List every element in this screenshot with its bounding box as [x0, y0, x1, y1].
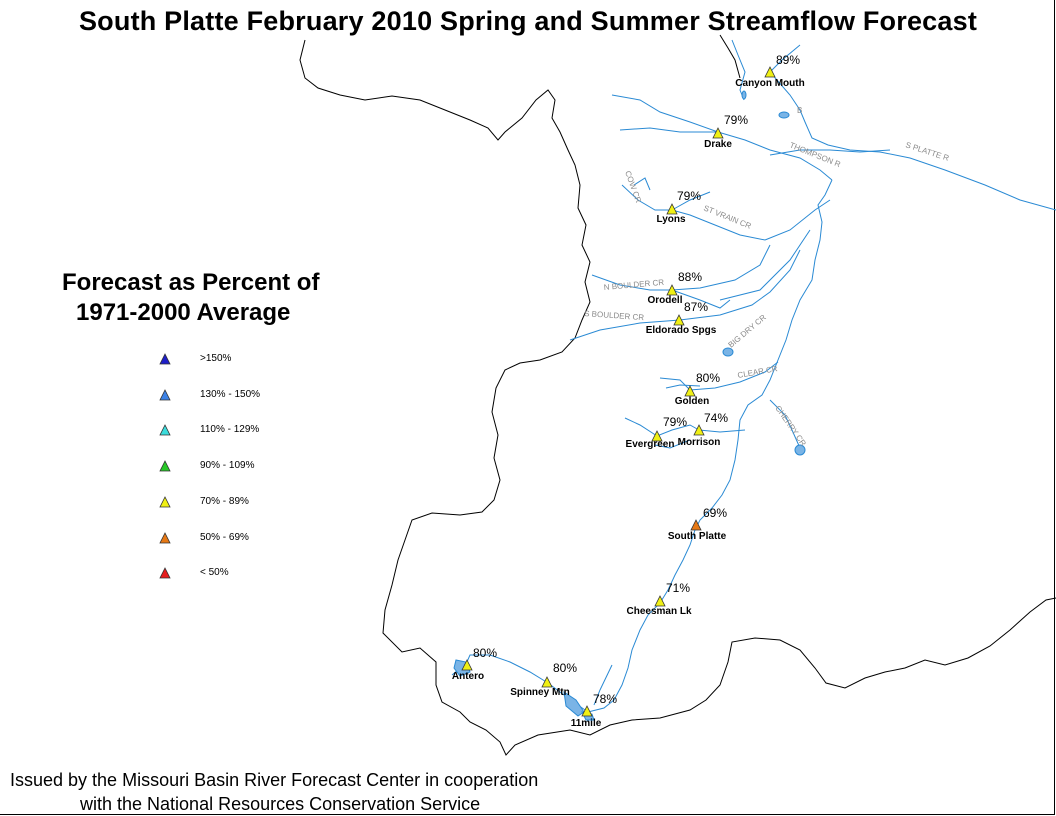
station-name: Antero [452, 671, 484, 682]
station-percent: 89% [776, 53, 800, 67]
basin-boundary [299, 39, 1056, 756]
station-percent: 87% [684, 300, 708, 314]
station-triangle-icon[interactable] [541, 676, 553, 688]
lakes [453, 90, 806, 721]
river-label-b: B [797, 106, 802, 115]
station-name: Canyon Mouth [735, 78, 804, 89]
station-percent: 71% [666, 581, 690, 595]
station-triangle-icon[interactable] [666, 284, 678, 296]
river-label-s-platte: S PLATTE R [904, 140, 950, 163]
legend-triangle-icon [159, 353, 171, 365]
legend-item-label: 110% - 129% [200, 424, 260, 436]
station-triangle-icon[interactable] [461, 659, 473, 671]
legend-triangle-icon [159, 567, 171, 579]
legend-title-line2: 1971-2000 Average [76, 299, 291, 326]
station-name: 11mile [571, 718, 602, 729]
river-label-st-vrain: ST VRAIN CR [702, 204, 752, 231]
legend-title: Forecast as Percent of 1971-2000 Average [62, 268, 362, 328]
legend-item-label: >150% [200, 353, 232, 364]
station-name: South Platte [668, 531, 727, 542]
station-percent: 80% [696, 371, 720, 385]
station-triangle-icon[interactable] [666, 203, 678, 215]
station-triangle-icon[interactable] [581, 705, 593, 717]
station-name: Cheesman Lk [626, 606, 691, 617]
station-markers: 89% Canyon Mouth 79% Drake 79% Lyons 88% Orodel… [452, 53, 805, 729]
station-percent: 80% [473, 646, 497, 660]
legend-item-label: 90% - 109% [200, 460, 255, 472]
station-triangle-icon[interactable] [693, 424, 705, 436]
station-percent: 79% [663, 415, 687, 429]
legend-title-line1: Forecast as Percent of [62, 269, 320, 296]
station-name: Drake [704, 139, 732, 150]
legend-item-label: 50% - 69% [200, 531, 249, 543]
station-percent: 80% [553, 661, 577, 675]
river-network [451, 39, 1056, 713]
station-triangle-icon[interactable] [684, 385, 696, 397]
river-label-big-dry: BIG DRY CR [727, 313, 768, 350]
station-name: Golden [675, 396, 709, 407]
map-title: South Platte February 2010 Spring and Su… [78, 6, 978, 36]
station-name: Eldorado Spgs [646, 325, 717, 336]
station-percent: 79% [677, 189, 701, 203]
footer-line2: with the National Resources Conservation… [80, 794, 481, 814]
river-label-cherry-cr: CHERRY CR [773, 404, 808, 448]
legend-item-label: 70% - 89% [200, 495, 249, 507]
station-name: Morrison [678, 437, 721, 448]
footer-line1: Issued by the Missouri Basin River Forec… [10, 770, 539, 790]
basin-boundary-top [719, 34, 741, 79]
station-triangle-icon[interactable] [690, 519, 702, 531]
river-label-thompson: THOMPSON R [788, 141, 842, 170]
legend-item-label: < 50% [200, 567, 229, 579]
station-triangle-icon[interactable] [651, 430, 663, 442]
footer: Issued by the Missouri Basin River Forec… [10, 768, 610, 816]
station-percent: 78% [593, 692, 617, 706]
station-percent: 79% [724, 113, 748, 127]
station-triangle-icon[interactable] [764, 66, 776, 78]
river-label-s-boulder: S BOULDER CR [584, 309, 645, 322]
river-label-cow-cr: COW CR [623, 170, 643, 205]
station-triangle-icon[interactable] [712, 127, 724, 139]
station-percent: 69% [703, 506, 727, 520]
station-triangle-icon[interactable] [673, 314, 685, 326]
station-name: Evergreen [626, 439, 675, 450]
legend-item-label: 130% - 150% [200, 388, 261, 400]
station-percent: 88% [678, 270, 702, 284]
legend-triangle-icon [159, 460, 171, 472]
river-label-clear-cr: CLEAR CR [737, 364, 779, 380]
station-name: Lyons [656, 214, 686, 225]
legend-triangle-icon [159, 424, 171, 436]
legend-triangle-icon [159, 388, 171, 401]
legend-triangle-icon [159, 531, 171, 543]
station-name: Spinney Mtn [510, 687, 569, 698]
station-name: Orodell [647, 295, 682, 306]
legend-triangle-icon [159, 495, 171, 508]
station-percent: 74% [704, 411, 728, 425]
station-triangle-icon[interactable] [654, 595, 666, 607]
